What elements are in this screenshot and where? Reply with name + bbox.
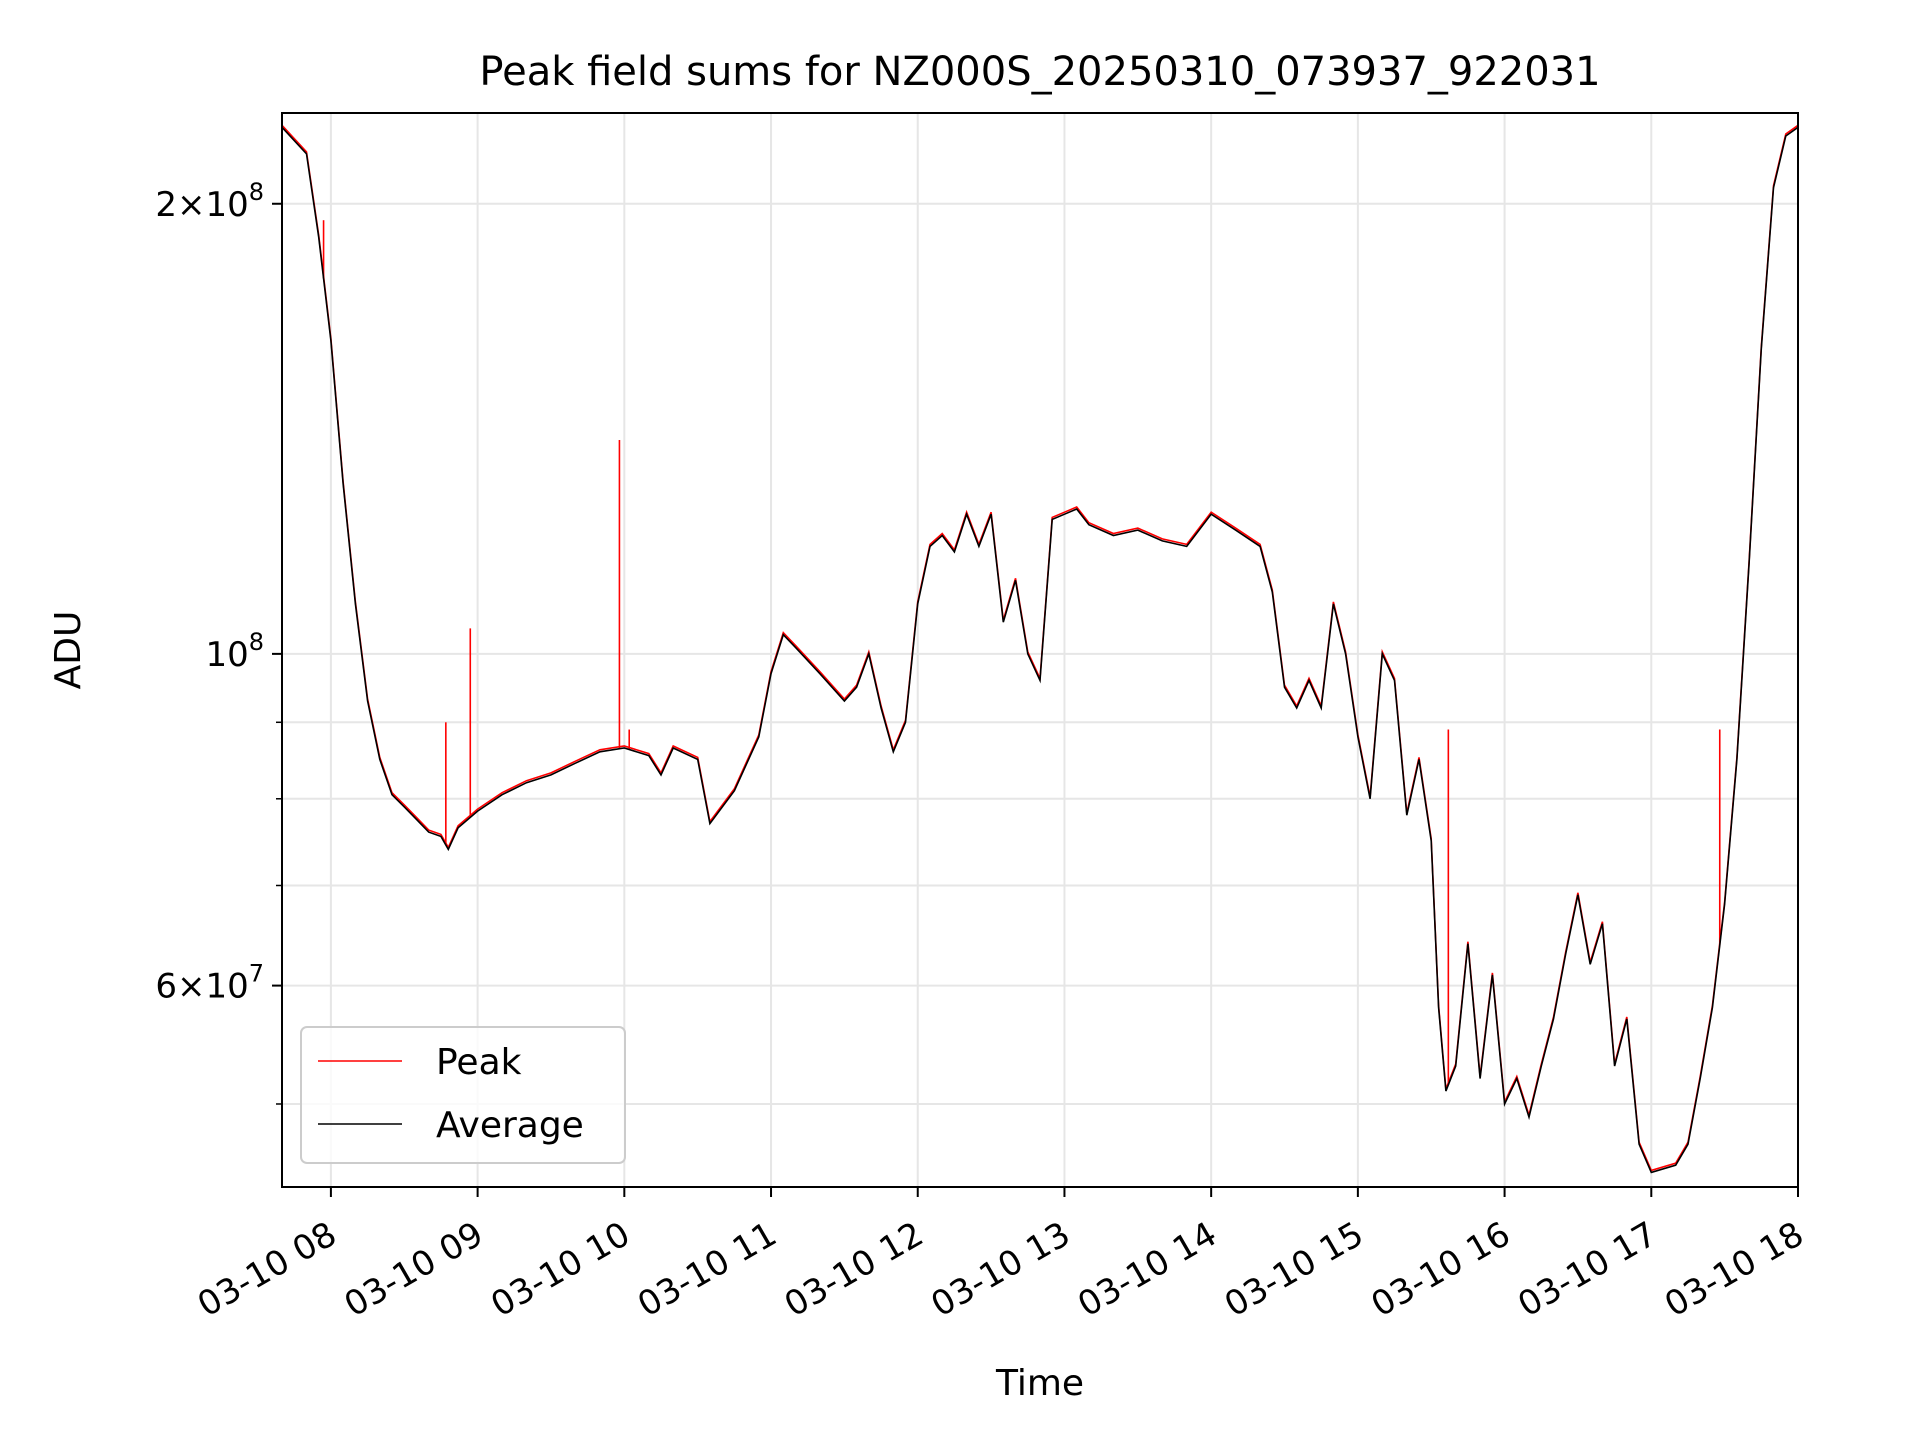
y-axis-label: ADU [48, 611, 89, 690]
x-axis-label: Time [995, 1363, 1084, 1404]
legend: Peak Average [300, 1026, 626, 1164]
plot-frame [281, 112, 1799, 1188]
chart-title: Peak field sums for NZ000S_20250310_0739… [479, 49, 1600, 95]
y-tick-label: 108 [205, 628, 264, 675]
y-tick-label: 6×107 [155, 960, 264, 1007]
y-axis: 6×107 108 2×108 [155, 178, 282, 1105]
legend-label-peak: Peak [436, 1042, 522, 1083]
y-tick-label: 2×108 [155, 178, 264, 225]
legend-label-average: Average [436, 1105, 584, 1146]
plot-series [281, 124, 1799, 1174]
average-series-line [281, 126, 1799, 1174]
